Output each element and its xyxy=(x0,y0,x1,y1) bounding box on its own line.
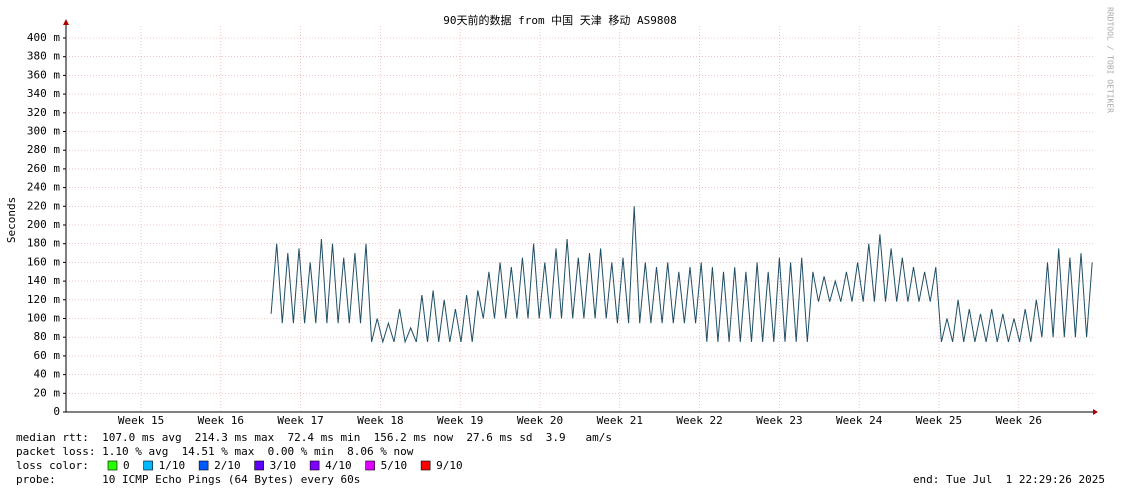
x-tick-label: Week 23 xyxy=(756,414,802,427)
y-tick-label: 320 m xyxy=(27,106,60,119)
loss-swatch xyxy=(254,460,264,471)
stats-line: packet loss: 1.10 % avg 14.51 % max 0.00… xyxy=(16,445,414,458)
x-tick-label: Week 20 xyxy=(517,414,563,427)
loss-swatch xyxy=(365,460,375,471)
y-tick-label: 60 m xyxy=(34,349,61,362)
x-tick-label: Week 25 xyxy=(916,414,962,427)
x-tick-label: Week 26 xyxy=(996,414,1042,427)
y-tick-label: 200 m xyxy=(27,218,60,231)
x-tick-label: Week 16 xyxy=(198,414,244,427)
y-arrow xyxy=(63,19,69,25)
y-tick-label: 80 m xyxy=(34,330,61,343)
credit: RRDTOOL / TOBI OETIKER xyxy=(1106,7,1115,113)
y-tick-label: 380 m xyxy=(27,50,60,63)
y-tick-label: 140 m xyxy=(27,274,60,287)
loss-swatch xyxy=(420,460,431,471)
y-tick-label: 100 m xyxy=(27,312,60,325)
loss-swatch xyxy=(107,460,118,471)
loss-label: 1/10 xyxy=(159,459,186,472)
x-tick-label: Week 18 xyxy=(357,414,403,427)
end-time: end: Tue Jul 1 22:29:26 2025 xyxy=(913,473,1105,486)
y-tick-label: 300 m xyxy=(27,125,60,138)
loss-label: 9/10 xyxy=(436,459,463,472)
y-tick-label: 280 m xyxy=(27,143,60,156)
y-tick-label: 260 m xyxy=(27,162,60,175)
x-tick-label: Week 21 xyxy=(597,414,643,427)
probe: probe: 10 ICMP Echo Pings (64 Bytes) eve… xyxy=(16,473,360,486)
loss-label: 0 xyxy=(123,459,130,472)
loss-label: 2/10 xyxy=(214,459,241,472)
x-tick-label: Week 15 xyxy=(118,414,164,427)
y-tick-label: 220 m xyxy=(27,199,60,212)
y-tick-label: 360 m xyxy=(27,68,60,81)
y-tick-label: 40 m xyxy=(34,368,61,381)
y-tick-label: 240 m xyxy=(27,181,60,194)
x-arrow xyxy=(1093,409,1098,415)
loss-color-label: loss color: xyxy=(16,459,89,472)
loss-swatch xyxy=(143,460,153,471)
loss-swatch xyxy=(198,460,209,471)
loss-label: 5/10 xyxy=(381,459,408,472)
stats-line: median rtt: 107.0 ms avg 214.3 ms max 72… xyxy=(16,431,612,444)
loss-swatch xyxy=(309,460,320,471)
y-tick-label: 20 m xyxy=(34,386,61,399)
x-tick-label: Week 19 xyxy=(437,414,483,427)
x-tick-label: Week 22 xyxy=(676,414,722,427)
chart-title: 90天前的数据 from 中国 天津 移动 AS9808 xyxy=(443,13,677,27)
y-tick-label: 400 m xyxy=(27,31,60,44)
y-tick-label: 160 m xyxy=(27,255,60,268)
y-tick-label: 0 xyxy=(53,405,60,418)
y-axis-label: Seconds xyxy=(5,197,18,243)
y-tick-label: 120 m xyxy=(27,293,60,306)
x-tick-label: Week 24 xyxy=(836,414,883,427)
y-tick-label: 340 m xyxy=(27,87,60,100)
loss-label: 3/10 xyxy=(270,459,297,472)
x-tick-label: Week 17 xyxy=(277,414,323,427)
rtt-line xyxy=(270,206,1093,344)
loss-label: 4/10 xyxy=(325,459,352,472)
y-tick-label: 180 m xyxy=(27,237,60,250)
